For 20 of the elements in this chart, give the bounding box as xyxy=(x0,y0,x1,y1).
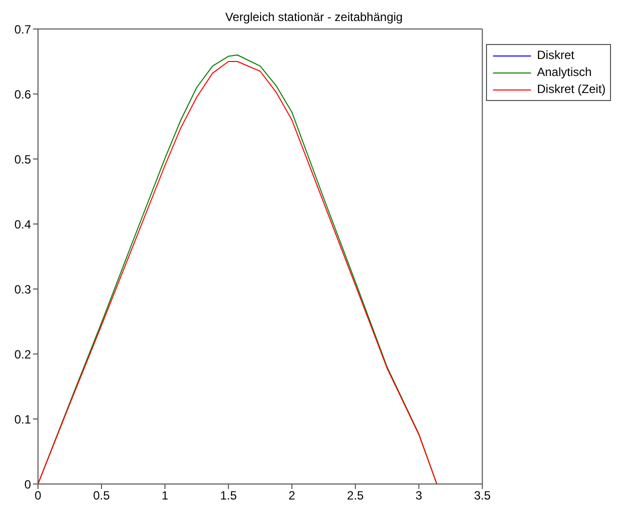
x-tick-label: 2.5 xyxy=(347,488,364,503)
x-tick-label: 0.5 xyxy=(93,488,110,503)
chart-title: Vergleich stationär - zeitabhängig xyxy=(224,10,404,24)
x-tick-label: 1 xyxy=(162,488,169,503)
x-tick-label: 3.5 xyxy=(474,488,491,503)
x-tick-label: 1.5 xyxy=(220,488,238,503)
y-tick-label: 0.5 xyxy=(14,152,32,166)
legend-label: Analytisch xyxy=(537,64,592,81)
legend-label: Diskret (Zeit) xyxy=(537,81,606,98)
y-tick-label: 0.1 xyxy=(14,412,32,426)
y-tick-label: 0.3 xyxy=(14,282,32,296)
y-tick-label: 0.4 xyxy=(14,217,32,232)
legend-label: Diskret xyxy=(537,47,574,64)
x-tick-label: 0 xyxy=(34,488,42,503)
y-tick-label: 0.7 xyxy=(14,22,32,36)
y-tick-label: 0.6 xyxy=(14,87,32,102)
y-tick-label: 0 xyxy=(24,477,32,492)
y-tick-label: 0.2 xyxy=(14,347,32,362)
x-tick-label: 2 xyxy=(288,488,296,503)
x-tick-label: 3 xyxy=(416,488,423,503)
